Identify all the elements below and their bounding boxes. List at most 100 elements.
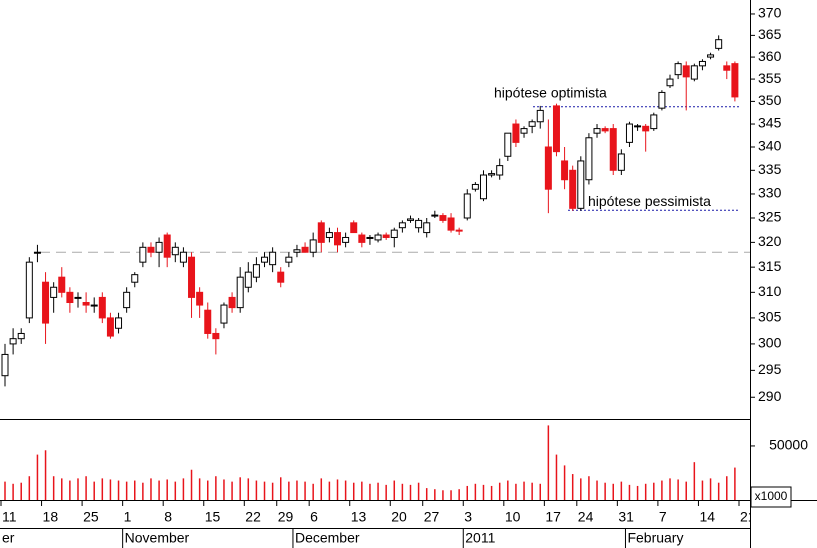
candle-body xyxy=(593,128,601,134)
candle-body xyxy=(212,332,220,340)
y-tick-label: 300 xyxy=(758,335,782,351)
candle-body xyxy=(204,309,212,334)
candle-body xyxy=(650,114,658,130)
candle-body xyxy=(325,232,333,238)
candle-body xyxy=(674,63,682,76)
candle-body xyxy=(66,291,74,304)
candle-body xyxy=(544,146,552,190)
candle-body xyxy=(431,214,439,217)
y-tick-label: 295 xyxy=(758,361,782,377)
candle-body xyxy=(698,60,706,67)
candle-body xyxy=(577,160,585,209)
candle-body xyxy=(569,169,577,209)
candle-body xyxy=(358,234,366,243)
candle-body xyxy=(463,193,471,219)
candle-body xyxy=(261,256,269,263)
x-tick-label: 10 xyxy=(505,509,521,525)
candle-body xyxy=(25,261,33,319)
candle-body xyxy=(269,251,277,266)
x-tick-label: 8 xyxy=(164,509,172,525)
candle-body xyxy=(634,125,642,128)
x-tick-label: 17 xyxy=(545,509,561,525)
candle-body xyxy=(504,132,512,157)
candle-body xyxy=(293,249,301,253)
candle-body xyxy=(658,91,666,109)
candle-body xyxy=(715,39,723,49)
candle-body xyxy=(398,222,406,229)
candle-body xyxy=(382,234,390,238)
candle-body xyxy=(139,246,147,263)
unit-box xyxy=(750,486,792,508)
y-tick-label: 360 xyxy=(758,48,782,64)
month-label: 2011 xyxy=(465,530,495,546)
month-label: December xyxy=(295,530,360,546)
candle-body xyxy=(163,234,171,258)
y-tick-label: 345 xyxy=(758,115,782,131)
candle-body xyxy=(285,256,293,263)
annotation-label: hipótese pessimista xyxy=(588,193,711,209)
y-tick-label: 335 xyxy=(758,161,782,177)
candle-body xyxy=(220,304,228,324)
x-tick-label: 29 xyxy=(278,509,294,525)
candle-body xyxy=(731,63,739,98)
candle-body xyxy=(82,302,90,306)
candle-body xyxy=(439,215,447,221)
month-label: er xyxy=(2,530,15,546)
candle-body xyxy=(317,222,325,243)
candle-body xyxy=(690,65,698,80)
x-tick-label: 3 xyxy=(464,509,472,525)
candle-body xyxy=(179,251,187,263)
candle-body xyxy=(50,286,58,298)
axis-cover xyxy=(751,501,817,548)
candle-body xyxy=(585,137,593,181)
candle-body xyxy=(609,128,617,171)
candle-body xyxy=(496,165,504,176)
candle-body xyxy=(366,236,374,239)
y-tick-label: 325 xyxy=(758,209,782,225)
candle-body xyxy=(74,296,82,299)
candle-body xyxy=(309,239,317,253)
candle-body xyxy=(625,123,633,143)
candle-body xyxy=(423,222,431,234)
x-tick-label: 11 xyxy=(2,509,17,525)
month-label: November xyxy=(125,530,190,546)
x-tick-label: 22 xyxy=(245,509,261,525)
candle-body xyxy=(528,121,536,127)
candle-body xyxy=(42,281,50,324)
y-tick-label: 320 xyxy=(758,233,782,249)
month-label: February xyxy=(627,530,683,546)
x-tick-label: 18 xyxy=(43,509,59,525)
candle-body xyxy=(17,332,25,340)
candle-body xyxy=(601,128,609,132)
candle-body xyxy=(350,222,358,234)
y-tick-label: 340 xyxy=(758,138,782,154)
y-tick-label: 370 xyxy=(758,5,782,21)
plot-area: 2902953003053103153203253303353403453503… xyxy=(0,5,808,548)
candle-body xyxy=(188,256,196,298)
candle-body xyxy=(723,65,731,71)
candle-body xyxy=(33,251,41,254)
candle-body xyxy=(106,317,114,337)
candle-body xyxy=(415,219,423,229)
candle-body xyxy=(617,153,625,171)
candle-body xyxy=(390,229,398,238)
candle-body xyxy=(707,54,715,58)
x-tick-label: 1 xyxy=(124,509,132,525)
candle-body xyxy=(342,236,350,243)
candle-body xyxy=(228,296,236,309)
x-tick-label: 20 xyxy=(391,509,407,525)
y-tick-label: 330 xyxy=(758,185,782,201)
candle-body xyxy=(520,128,528,134)
candle-body xyxy=(512,123,520,143)
candle-body xyxy=(455,229,463,232)
candle-body xyxy=(98,296,106,319)
x-tick-label: 24 xyxy=(578,509,594,525)
y-tick-label: 365 xyxy=(758,26,782,42)
candle-body xyxy=(471,183,479,190)
candle-body xyxy=(277,271,285,283)
x-tick-label: 7 xyxy=(659,509,667,525)
candle-body xyxy=(244,271,252,288)
candle-body xyxy=(1,353,9,377)
